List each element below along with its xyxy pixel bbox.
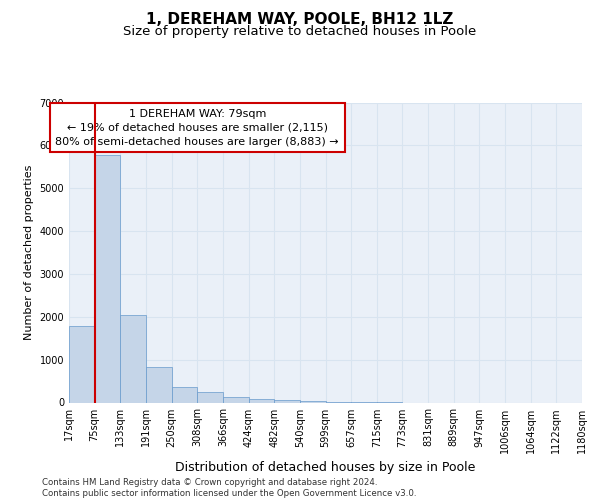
Bar — [248, 398, 274, 402]
Text: 1, DEREHAM WAY, POOLE, BH12 1LZ: 1, DEREHAM WAY, POOLE, BH12 1LZ — [146, 12, 454, 28]
Bar — [69, 326, 95, 402]
Bar — [172, 386, 197, 402]
Y-axis label: Number of detached properties: Number of detached properties — [24, 165, 34, 340]
Text: Contains HM Land Registry data © Crown copyright and database right 2024.
Contai: Contains HM Land Registry data © Crown c… — [42, 478, 416, 498]
X-axis label: Distribution of detached houses by size in Poole: Distribution of detached houses by size … — [175, 461, 476, 474]
Text: 1 DEREHAM WAY: 79sqm
← 19% of detached houses are smaller (2,115)
80% of semi-de: 1 DEREHAM WAY: 79sqm ← 19% of detached h… — [55, 109, 339, 147]
Bar — [300, 401, 325, 402]
Bar — [146, 368, 172, 402]
Bar — [223, 398, 248, 402]
Bar — [197, 392, 223, 402]
Text: Size of property relative to detached houses in Poole: Size of property relative to detached ho… — [124, 25, 476, 38]
Bar — [274, 400, 300, 402]
Bar — [95, 155, 121, 402]
Bar — [121, 314, 146, 402]
